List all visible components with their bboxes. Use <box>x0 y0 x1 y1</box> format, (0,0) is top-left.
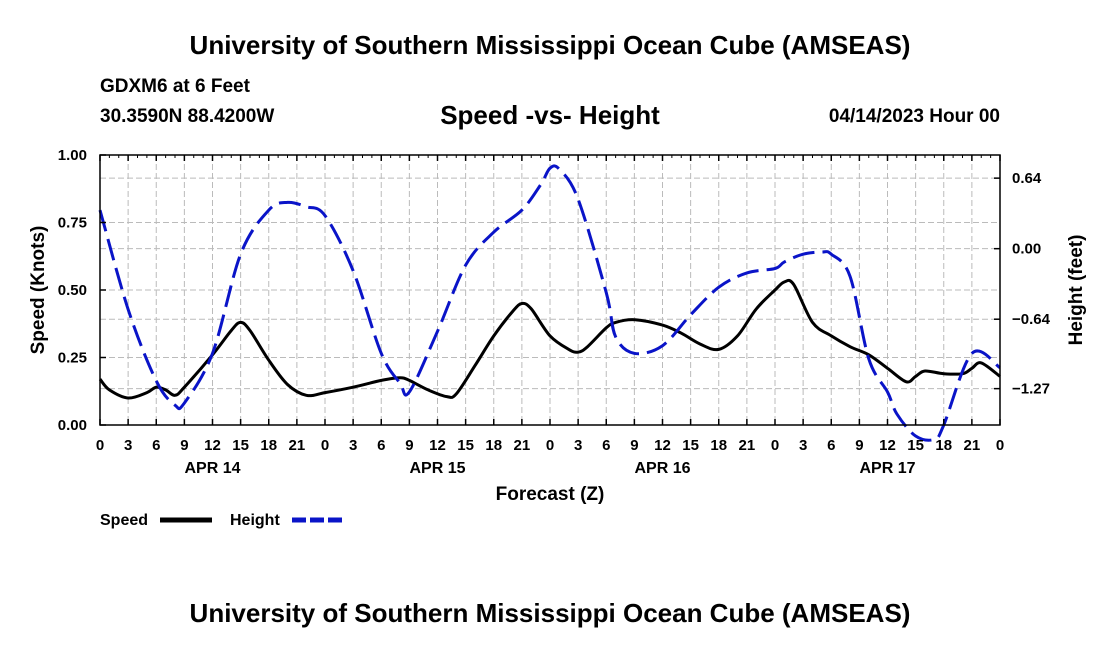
legend-height-label: Height <box>230 512 280 529</box>
x-tick-label: 0 <box>546 437 554 454</box>
series-layer <box>98 164 1001 442</box>
x-tick-label: 15 <box>457 437 474 454</box>
x-tick-label: 0 <box>996 437 1004 454</box>
y-left-tick-label: 0.00 <box>58 417 87 434</box>
x-tick-label: 12 <box>879 437 896 454</box>
x-day-label: APR 15 <box>409 460 465 477</box>
y-right-tick-label: 0.64 <box>1012 170 1042 187</box>
x-tick-label: 9 <box>855 437 863 454</box>
x-tick-label: 18 <box>260 437 277 454</box>
station-coordinates: 30.3590N 88.4200W <box>100 106 275 127</box>
x-day-label: APR 14 <box>184 460 240 477</box>
series-line-speed <box>98 278 1001 400</box>
forecast-datetime: 04/14/2023 Hour 00 <box>828 106 1000 127</box>
x-tick-label: 21 <box>739 437 756 454</box>
x-tick-label: 9 <box>405 437 413 454</box>
axis-layer: 0 3 6 9 12 15 18 21 0 3 6 9 12 15 18 21 0 3 6 9 12 15 18 21 0 3 6 9… <box>58 147 1051 477</box>
x-tick-label: 9 <box>630 437 638 454</box>
x-tick-label: 12 <box>429 437 446 454</box>
x-tick-label: 15 <box>682 437 699 454</box>
x-tick-label: 21 <box>514 437 531 454</box>
y-axis-right-label: Height (feet) <box>1066 235 1087 346</box>
y-axis-left-label: Speed (Knots) <box>28 226 49 355</box>
x-tick-label: 6 <box>602 437 610 454</box>
x-tick-label: 12 <box>204 437 221 454</box>
footer-title: University of Southern Mississippi Ocean… <box>189 598 911 628</box>
y-right-tick-label: 0.00 <box>1012 241 1041 258</box>
x-tick-label: 3 <box>124 437 132 454</box>
x-tick-label: 3 <box>349 437 357 454</box>
x-tick-label: 6 <box>377 437 385 454</box>
x-tick-label: 21 <box>289 437 306 454</box>
legend-speed-label: Speed <box>100 512 148 529</box>
chart-main-title: University of Southern Mississippi Ocean… <box>189 30 911 60</box>
x-tick-label: 0 <box>771 437 779 454</box>
x-tick-label: 6 <box>827 437 835 454</box>
chart-subtitle: Speed -vs- Height <box>440 100 660 130</box>
y-right-tick-label: −0.64 <box>1012 311 1051 328</box>
x-day-label: APR 16 <box>634 460 690 477</box>
y-left-tick-label: 0.25 <box>58 350 87 367</box>
x-tick-label: 21 <box>964 437 981 454</box>
x-tick-label: 12 <box>654 437 671 454</box>
x-tick-label: 0 <box>321 437 329 454</box>
x-tick-label: 18 <box>710 437 727 454</box>
x-tick-label: 6 <box>152 437 160 454</box>
y-left-tick-label: 0.75 <box>58 215 87 232</box>
x-tick-label: 15 <box>232 437 249 454</box>
x-tick-label: 15 <box>907 437 924 454</box>
station-label: GDXM6 at 6 Feet <box>100 76 250 97</box>
x-tick-label: 18 <box>935 437 952 454</box>
y-left-tick-label: 0.50 <box>58 282 87 299</box>
y-left-tick-label: 1.00 <box>58 147 87 164</box>
grid-layer <box>100 155 1000 425</box>
x-tick-label: 0 <box>96 437 104 454</box>
legend: Speed Height <box>100 512 342 529</box>
x-axis-label: Forecast (Z) <box>496 484 605 505</box>
x-day-label: APR 17 <box>859 460 915 477</box>
series-line-height <box>98 164 1001 442</box>
y-right-tick-label: −1.27 <box>1012 381 1050 398</box>
x-tick-label: 3 <box>574 437 582 454</box>
x-tick-label: 9 <box>180 437 188 454</box>
x-tick-label: 3 <box>799 437 807 454</box>
x-tick-label: 18 <box>485 437 502 454</box>
